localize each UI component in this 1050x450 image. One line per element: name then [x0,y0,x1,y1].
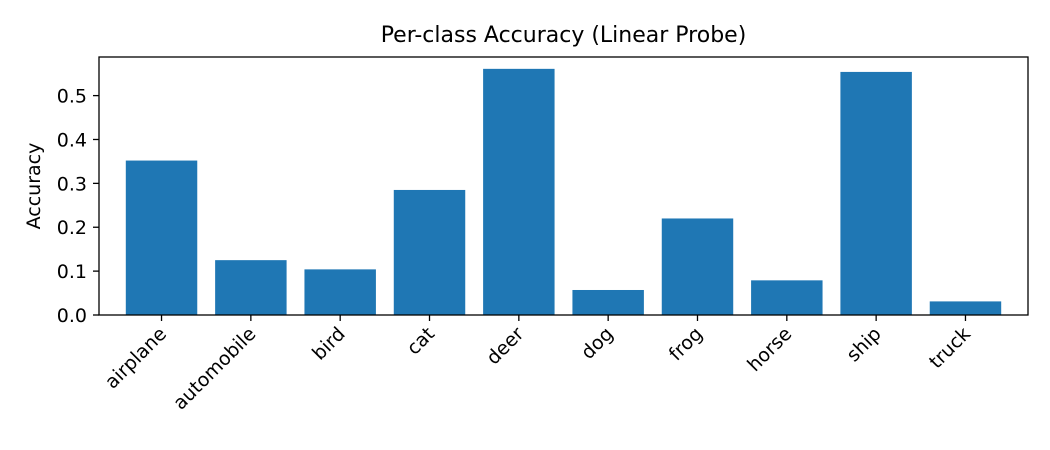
y-axis-label: Accuracy [23,143,45,230]
x-tick-label: airplane [101,323,171,393]
y-tick-label: 0.4 [57,129,87,151]
x-tick-label: cat [403,323,439,359]
x-tick-label: truck [925,323,975,373]
x-tick-label: dog [577,323,618,364]
bar-dog [572,289,644,315]
bar-automobile [215,260,287,315]
x-tick-label: ship [842,323,885,366]
bar-horse [751,280,823,315]
x-tick-label: automobile [169,323,260,414]
bar-bird [304,269,376,315]
plot-frame [98,56,1029,316]
x-tick-label: bird [308,323,350,365]
y-tick-label: 0.1 [57,261,87,283]
y-tick-label: 0.3 [57,173,87,195]
bar-truck [929,301,1002,315]
x-tick-label: frog [665,323,707,365]
x-tick-label: horse [743,323,796,376]
y-axis: 0.0 0.1 0.2 0.3 0.4 0.5 [57,86,99,327]
plot-area [125,68,1002,315]
y-tick-label: 0.5 [57,86,87,108]
x-tick-label: deer [482,323,528,369]
y-tick-label: 0.2 [57,217,87,239]
chart-title: Per-class Accuracy (Linear Probe) [381,23,747,48]
bar-deer [483,68,555,315]
bar-airplane [125,160,198,315]
y-tick-label: 0.0 [57,305,87,327]
bar-ship [840,71,912,315]
bar-cat [393,189,466,315]
bar-frog [661,218,734,315]
